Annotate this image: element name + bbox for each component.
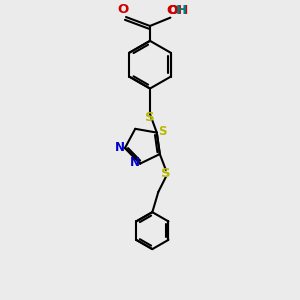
Text: S: S — [145, 111, 155, 124]
Text: S: S — [158, 125, 167, 139]
Text: N: N — [130, 156, 140, 169]
Text: S: S — [161, 167, 171, 180]
Text: N: N — [115, 141, 124, 154]
Text: O: O — [168, 4, 179, 17]
Text: H: H — [176, 4, 188, 17]
Text: O: O — [117, 3, 129, 16]
Text: OH: OH — [167, 4, 189, 17]
